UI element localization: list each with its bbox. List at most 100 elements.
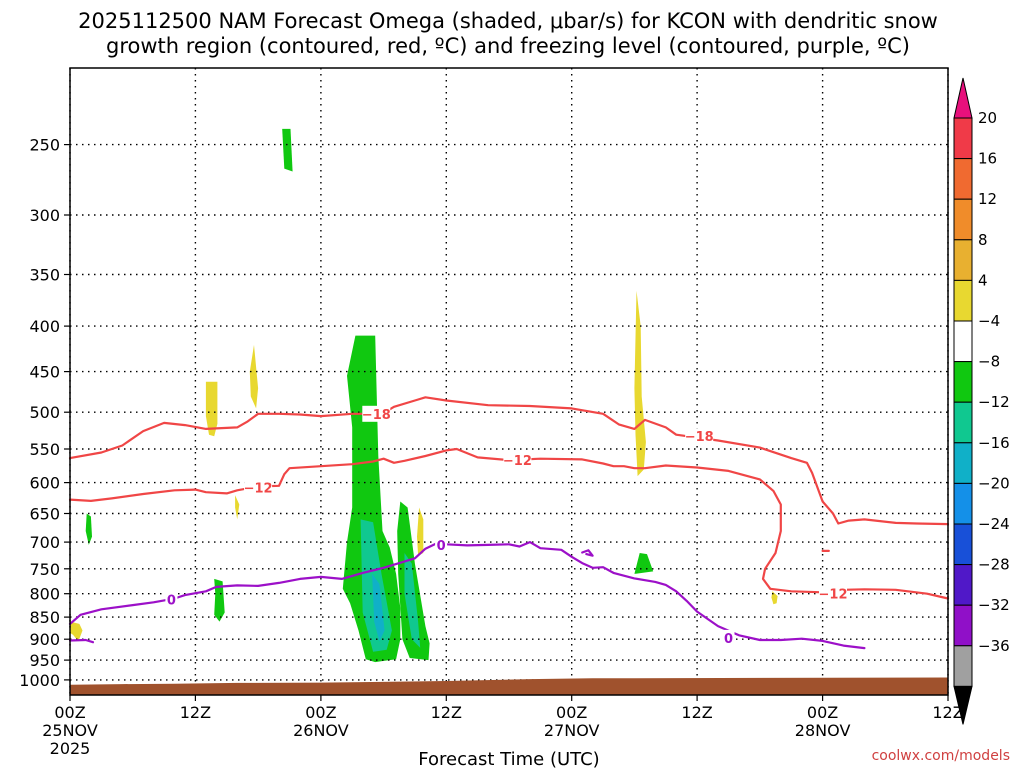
colorbar-label-0: 20 bbox=[978, 109, 997, 127]
x-tick-label-24: 00Z bbox=[305, 703, 336, 722]
contour-line-3 bbox=[68, 638, 95, 644]
contour-line-4 bbox=[581, 549, 594, 557]
contour-label-1: −18 bbox=[685, 430, 714, 445]
y-tick-label-900: 900 bbox=[29, 630, 60, 649]
omega-shaded-region-10 bbox=[249, 344, 259, 409]
y-tick-label-950: 950 bbox=[29, 651, 60, 670]
x-tick-date-72: 28NOV bbox=[795, 721, 851, 740]
y-tick-label-500: 500 bbox=[29, 403, 60, 422]
terrain-fill bbox=[70, 677, 948, 695]
colorbar-swatch-12 bbox=[953, 604, 973, 647]
omega-shaded-region-8 bbox=[372, 573, 385, 642]
colorbar-label-3: 8 bbox=[978, 231, 988, 249]
colorbar-label-7: −12 bbox=[978, 393, 1010, 411]
colorbar-top-arrow bbox=[953, 77, 973, 119]
omega-shaded-region-3 bbox=[342, 335, 401, 663]
colorbar-swatch-13 bbox=[953, 645, 973, 687]
omega-shaded-region-2 bbox=[214, 578, 225, 622]
y-tick-label-300: 300 bbox=[29, 206, 60, 225]
dotted-gridlines bbox=[69, 68, 949, 695]
colorbar-label-2: 12 bbox=[978, 190, 997, 208]
y-tick-label-700: 700 bbox=[29, 533, 60, 552]
colorbar-bottom-arrow bbox=[953, 685, 973, 725]
contour-label-5: 0 bbox=[167, 594, 176, 609]
omega-shaded-region-5 bbox=[634, 553, 654, 574]
contour-label-bg-3 bbox=[244, 479, 273, 496]
x-tick-label-12: 12Z bbox=[180, 703, 211, 722]
colorbar-label-9: −20 bbox=[978, 474, 1010, 492]
y-tick-label-750: 750 bbox=[29, 560, 60, 579]
colorbar-swatch-7 bbox=[953, 401, 973, 444]
colorbar-label-8: −16 bbox=[978, 434, 1010, 452]
contour-label-4: −12 bbox=[819, 588, 848, 603]
contour-label-bg-0 bbox=[362, 405, 391, 422]
contour-label-bg-2 bbox=[503, 452, 532, 469]
x-tick-label-36: 12Z bbox=[431, 703, 462, 722]
y-tick-label-1000: 1000 bbox=[19, 671, 60, 690]
contour-line-0 bbox=[68, 396, 950, 526]
y-tick-label-850: 850 bbox=[29, 608, 60, 627]
contour-line-1 bbox=[68, 447, 950, 600]
x-tick-label-72: 00Z bbox=[807, 703, 838, 722]
omega-shaded-region-7 bbox=[404, 553, 421, 648]
contour-line-2 bbox=[68, 540, 866, 650]
colorbar-swatch-3 bbox=[953, 239, 973, 281]
contour-label-bg-6 bbox=[435, 536, 448, 553]
colorbar-label-12: −32 bbox=[978, 596, 1010, 614]
omega-shaded-region-14 bbox=[70, 621, 83, 642]
colorbar-label-6: −8 bbox=[978, 353, 1000, 371]
y-tick-label-450: 450 bbox=[29, 363, 60, 382]
x-tick-label-48: 00Z bbox=[556, 703, 587, 722]
contour-label-bg-7 bbox=[722, 629, 735, 646]
y-tick-label-600: 600 bbox=[29, 474, 60, 493]
colorbar-label-10: −24 bbox=[978, 515, 1010, 533]
contour-label-7: 0 bbox=[724, 632, 733, 647]
x-tick-year-0: 2025 bbox=[50, 739, 91, 758]
contour-lines-layer bbox=[68, 396, 950, 650]
colorbar-swatch-5 bbox=[953, 320, 973, 363]
colorbar-label-11: −28 bbox=[978, 556, 1010, 574]
omega-shaded-region-11 bbox=[235, 495, 240, 520]
colorbar-swatch-0 bbox=[953, 117, 973, 160]
x-tick-date-24: 26NOV bbox=[293, 721, 349, 740]
contour-label-bg-1 bbox=[685, 428, 714, 445]
chart-title-line1: 2025112500 NAM Forecast Omega (shaded, μ… bbox=[78, 9, 938, 33]
y-tick-label-400: 400 bbox=[29, 317, 60, 336]
contour-label-bg-5 bbox=[165, 591, 178, 608]
plot-frame bbox=[69, 67, 949, 696]
colorbar-label-1: 16 bbox=[978, 150, 997, 168]
omega-shaded-region-13 bbox=[634, 290, 646, 477]
terrain-layer bbox=[70, 677, 948, 695]
y-tick-label-250: 250 bbox=[29, 136, 60, 155]
x-tick-date-0: 25NOV bbox=[42, 721, 98, 740]
colorbar-swatch-10 bbox=[953, 523, 973, 566]
y-tick-label-800: 800 bbox=[29, 585, 60, 604]
credit-text: coolwx.com/models bbox=[872, 748, 1010, 764]
plot-area bbox=[70, 68, 948, 695]
x-tick-date-48: 27NOV bbox=[544, 721, 600, 740]
y-tick-label-550: 550 bbox=[29, 440, 60, 459]
contour-label-2: −12 bbox=[503, 454, 532, 469]
omega-shaded-region-1 bbox=[85, 513, 92, 545]
omega-shaded-region-0 bbox=[282, 128, 293, 172]
colorbar-swatch-4 bbox=[953, 279, 973, 322]
colorbar-swatch-11 bbox=[953, 564, 973, 606]
colorbar-swatch-2 bbox=[953, 198, 973, 241]
x-axis-title: Forecast Time (UTC) bbox=[418, 749, 599, 768]
x-tick-label-84: 12Z bbox=[932, 703, 963, 722]
colorbar-label-4: 4 bbox=[978, 271, 988, 289]
contour-labels-layer: −18 −18 −12 −12 −12 0 0 0 bbox=[165, 405, 848, 647]
colorbar: 20 16 12 8 4 −4 −8 −12 −16 −20 −24 −28 −32 −36 bbox=[953, 77, 1010, 725]
chart-title-line2: growth region (contoured, red, ºC) and f… bbox=[106, 34, 910, 58]
colorbar-swatch-6 bbox=[953, 361, 973, 403]
omega-shaded-region-9 bbox=[205, 381, 218, 437]
colorbar-label-13: −36 bbox=[978, 637, 1010, 655]
colorbar-swatch-8 bbox=[953, 442, 973, 484]
y-tick-label-350: 350 bbox=[29, 266, 60, 285]
contour-label-bg-4 bbox=[819, 585, 847, 602]
colorbar-swatch-9 bbox=[953, 482, 973, 525]
y-axis-ticks: 250 300 350 400 450 500 550 600 650 700 750 800 850 9… bbox=[19, 136, 70, 690]
contour-label-6: 0 bbox=[437, 539, 446, 554]
